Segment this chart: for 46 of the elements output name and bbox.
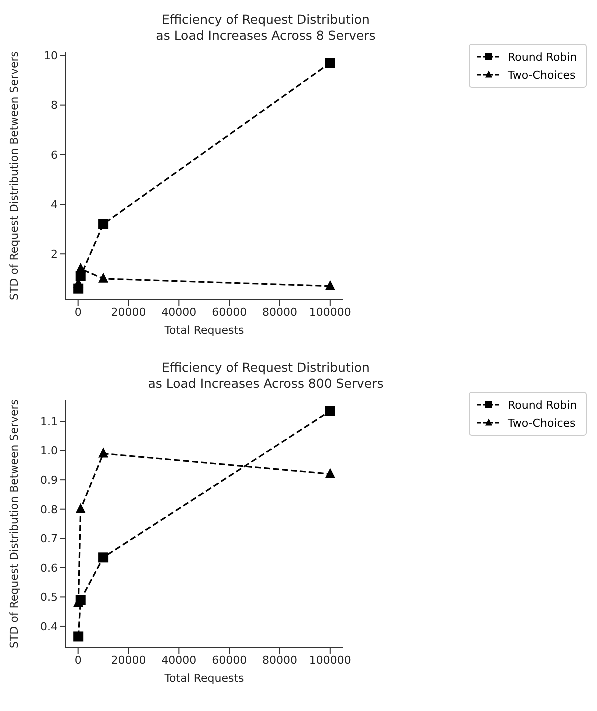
chart-title: Efficiency of Request Distribution as Load Increases Across 800 Servers — [148, 360, 384, 391]
x-axis-title: Total Requests — [164, 672, 245, 685]
point — [98, 219, 109, 230]
y-tick-label: 2 — [51, 248, 58, 262]
point — [76, 503, 86, 514]
y-tick-label: 1.0 — [40, 444, 58, 458]
y-tick-label: 0.5 — [40, 591, 58, 604]
x-tick-label: 80000 — [262, 654, 298, 667]
point — [98, 552, 109, 563]
point — [76, 263, 86, 273]
y-tick-label: 0.8 — [40, 503, 58, 516]
x-tick-label: 60000 — [212, 654, 248, 667]
x-axis-title: Total Requests — [164, 324, 245, 337]
x-tick-label: 100000 — [309, 654, 352, 667]
legend-label: Two-Choices — [508, 68, 576, 82]
point — [98, 272, 109, 283]
chart-title: Efficiency of Request Distribution as Load Increases Across 8 Servers — [156, 12, 376, 43]
y-tick-label: 8 — [51, 99, 58, 112]
point — [74, 632, 84, 642]
point — [98, 448, 109, 458]
point — [325, 58, 336, 68]
point — [325, 406, 336, 416]
x-tick-label: 60000 — [212, 306, 248, 319]
y-tick-label: 0.9 — [40, 474, 58, 487]
y-tick-label: 1.1 — [40, 415, 58, 428]
y-tick-label: 0.7 — [40, 532, 58, 546]
legend-label: Round Robin — [508, 50, 578, 64]
x-tick-label: 0 — [74, 306, 82, 319]
y-axis-title: STD of Request Distribution Between Servers — [8, 51, 21, 301]
y-axis-title: STD of Request Distribution Between Servers — [8, 399, 21, 649]
legend-label: Two-Choices — [508, 416, 576, 430]
x-tick-label: 100000 — [309, 306, 352, 319]
y-tick-label: 0.6 — [40, 562, 58, 575]
x-tick-label: 40000 — [162, 654, 197, 667]
point — [325, 468, 336, 478]
y-tick-label: 0.4 — [40, 620, 58, 634]
point — [325, 280, 336, 290]
legend-label: Round Robin — [508, 398, 578, 412]
y-tick-label: 6 — [51, 148, 58, 162]
y-tick-label: 4 — [51, 198, 58, 212]
x-tick-label: 40000 — [162, 306, 197, 319]
x-tick-label: 20000 — [111, 654, 146, 667]
x-tick-label: 0 — [74, 654, 82, 667]
x-tick-label: 20000 — [111, 306, 146, 319]
y-tick-label: 10 — [44, 50, 58, 63]
x-tick-label: 80000 — [262, 306, 298, 319]
